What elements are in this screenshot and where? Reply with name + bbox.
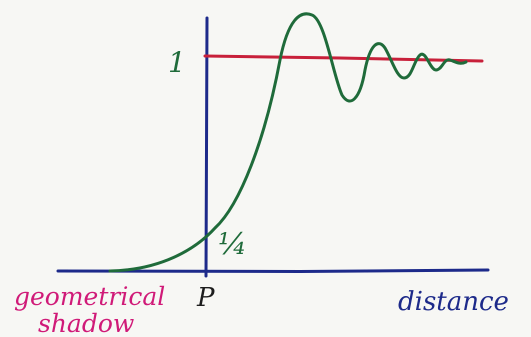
x-axis (56, 268, 490, 274)
distance-label: distance (398, 287, 509, 317)
y-axis (204, 16, 209, 278)
point-p-label: P (196, 283, 215, 313)
intensity-one-line (203, 54, 484, 63)
intensity-curve (108, 12, 468, 273)
intensity-one-label: 1 (168, 46, 186, 79)
geometrical-shadow-label-line2: shadow (38, 309, 134, 337)
geometrical-shadow-label-line1: geometrical (14, 282, 165, 311)
quarter-intensity-label: ¼ (218, 227, 247, 262)
